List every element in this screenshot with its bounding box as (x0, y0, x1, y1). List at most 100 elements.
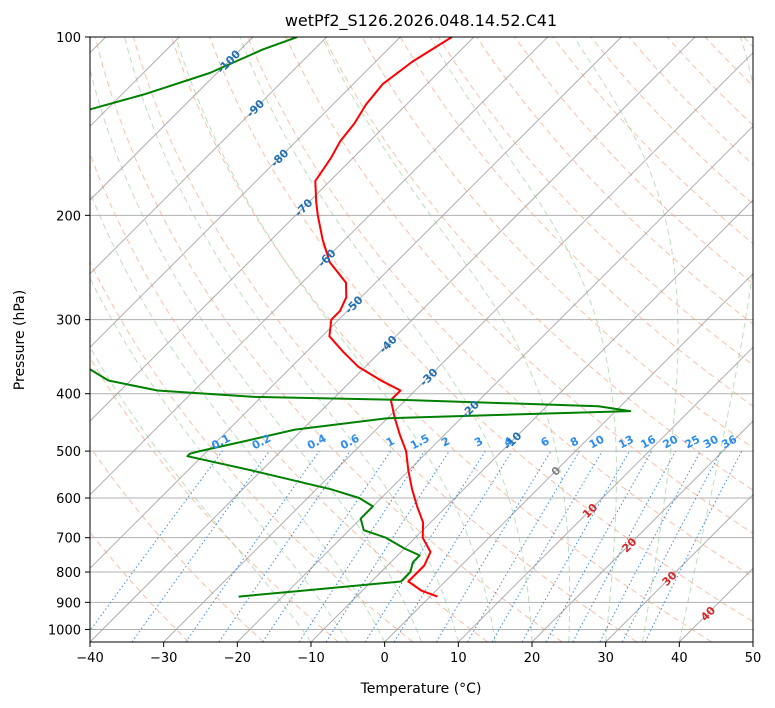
mixing-ratio-line (90, 450, 223, 632)
mixing-ratio-label: 1 (384, 434, 397, 449)
mixing-ratio-label: 30 (701, 433, 721, 452)
dry-adiabat (704, 37, 753, 87)
moist-adiabat (429, 37, 617, 642)
isotherm-line (90, 37, 475, 422)
dewpoint-profile-line (90, 37, 632, 598)
dry-adiabat (209, 37, 753, 623)
plot-data (90, 37, 632, 598)
y-tick-label: 400 (56, 388, 81, 403)
x-tick-label: −10 (297, 651, 324, 666)
mixing-ratio-label: 20 (661, 433, 681, 452)
isotherm-line (678, 567, 753, 642)
moist-adiabat (124, 37, 459, 642)
isotherm-line (457, 346, 753, 642)
x-tick-label: 0 (381, 651, 389, 666)
isotherm-line (752, 641, 753, 642)
mixing-ratio-line (599, 450, 701, 642)
y-tick-label: 500 (56, 445, 81, 460)
y-tick-label: 900 (56, 596, 81, 611)
dry-adiabat (743, 37, 753, 48)
plot-frame (89, 36, 754, 643)
dry-adiabat (90, 356, 339, 642)
mixing-ratio-label: 16 (638, 433, 658, 452)
chart-title: wetPf2_S126.2026.048.14.52.C41 (285, 11, 557, 31)
isotherm-label: -90 (244, 97, 267, 120)
plot-background (90, 37, 753, 642)
mixing-ratio-line (218, 450, 351, 642)
mixing-ratio-label: 25 (683, 433, 703, 452)
y-tick-label: 800 (56, 566, 81, 581)
isotherm-label: -100 (215, 47, 244, 76)
dry-adiabat (247, 37, 753, 578)
x-tick-label: 40 (671, 651, 688, 666)
mixing-ratio-line (572, 450, 677, 642)
isotherm-line (90, 37, 622, 570)
mixing-ratio-line (467, 450, 580, 642)
y-axis-label: Pressure (hPa) (12, 290, 28, 390)
isotherm-line (605, 493, 753, 642)
moist-adiabat (90, 67, 422, 642)
x-tick-label: 20 (524, 651, 541, 666)
mixing-ratio-line (644, 450, 743, 642)
dry-adiabat (437, 37, 753, 366)
x-tick-label: 50 (745, 651, 762, 666)
moist-adiabat (678, 37, 753, 642)
dry-adiabat (94, 37, 563, 642)
dry-adiabat (552, 37, 753, 245)
mixing-ratio-label: 0.6 (338, 432, 362, 453)
mixing-ratio-label: 1.5 (408, 432, 431, 453)
mixing-ratio-label: 6 (539, 434, 552, 449)
mixing-ratio-line (298, 450, 425, 642)
dry-adiabat (90, 531, 190, 642)
dry-adiabat (132, 37, 638, 642)
x-tick-label: −40 (76, 651, 103, 666)
moist-adiabat (239, 37, 533, 642)
isotherm-line (90, 37, 328, 275)
y-tick-label: 700 (56, 532, 81, 547)
isotherm-label: -70 (292, 196, 315, 219)
moist-adiabat (573, 37, 679, 642)
mixing-ratio-line (131, 450, 270, 642)
isotherm-line (163, 51, 753, 642)
isotherm-line (384, 272, 753, 642)
mixing-ratio-label: 0.1 (209, 432, 232, 453)
isotherm-line (531, 420, 753, 642)
moist-adiabat (90, 277, 349, 642)
moist-adiabat (321, 37, 571, 642)
moist-adiabat (90, 346, 312, 642)
mixing-ratio-line (435, 450, 552, 642)
mixing-ratio-label: 3 (472, 434, 485, 449)
x-tick-label: 30 (597, 651, 614, 666)
mixing-ratio-label: 2 (439, 434, 452, 449)
y-tick-label: 100 (56, 31, 81, 46)
axes: −40 −30 −20 −10 0 10 20 30 40 5010020030040050060… (48, 31, 761, 666)
dry-adiabat (628, 37, 753, 166)
isotherm-line (90, 37, 549, 496)
dry-adiabat (90, 446, 264, 642)
moist-adiabat (90, 190, 386, 642)
isotherm-line (310, 199, 753, 642)
mixing-ratio-line (545, 450, 653, 642)
y-tick-label: 1000 (48, 623, 81, 638)
mixing-ratio-line (364, 450, 486, 642)
moist-adiabat (175, 37, 496, 642)
dry-adiabat (90, 152, 488, 642)
mixing-ratio-line (521, 450, 630, 642)
isotherm-line (90, 37, 401, 349)
y-tick-label: 200 (56, 209, 81, 224)
mixing-ratio-label: 0.4 (305, 432, 329, 453)
temperature-profile-line (314, 37, 453, 598)
mixing-ratio-line (262, 450, 392, 642)
mixing-ratio-line (393, 450, 513, 642)
dry-adiabat (514, 37, 753, 285)
mixing-ratio-line (185, 450, 320, 642)
x-axis-label: Temperature (°C) (360, 681, 482, 697)
y-tick-label: 300 (56, 314, 81, 329)
dry-adiabat (90, 260, 414, 642)
mixing-ratio-label: 36 (719, 433, 739, 452)
x-tick-label: −30 (150, 651, 177, 666)
mixing-ratio-label: 13 (616, 433, 636, 452)
y-tick-label: 600 (56, 492, 81, 507)
mixing-ratio-label: 10 (587, 433, 607, 452)
